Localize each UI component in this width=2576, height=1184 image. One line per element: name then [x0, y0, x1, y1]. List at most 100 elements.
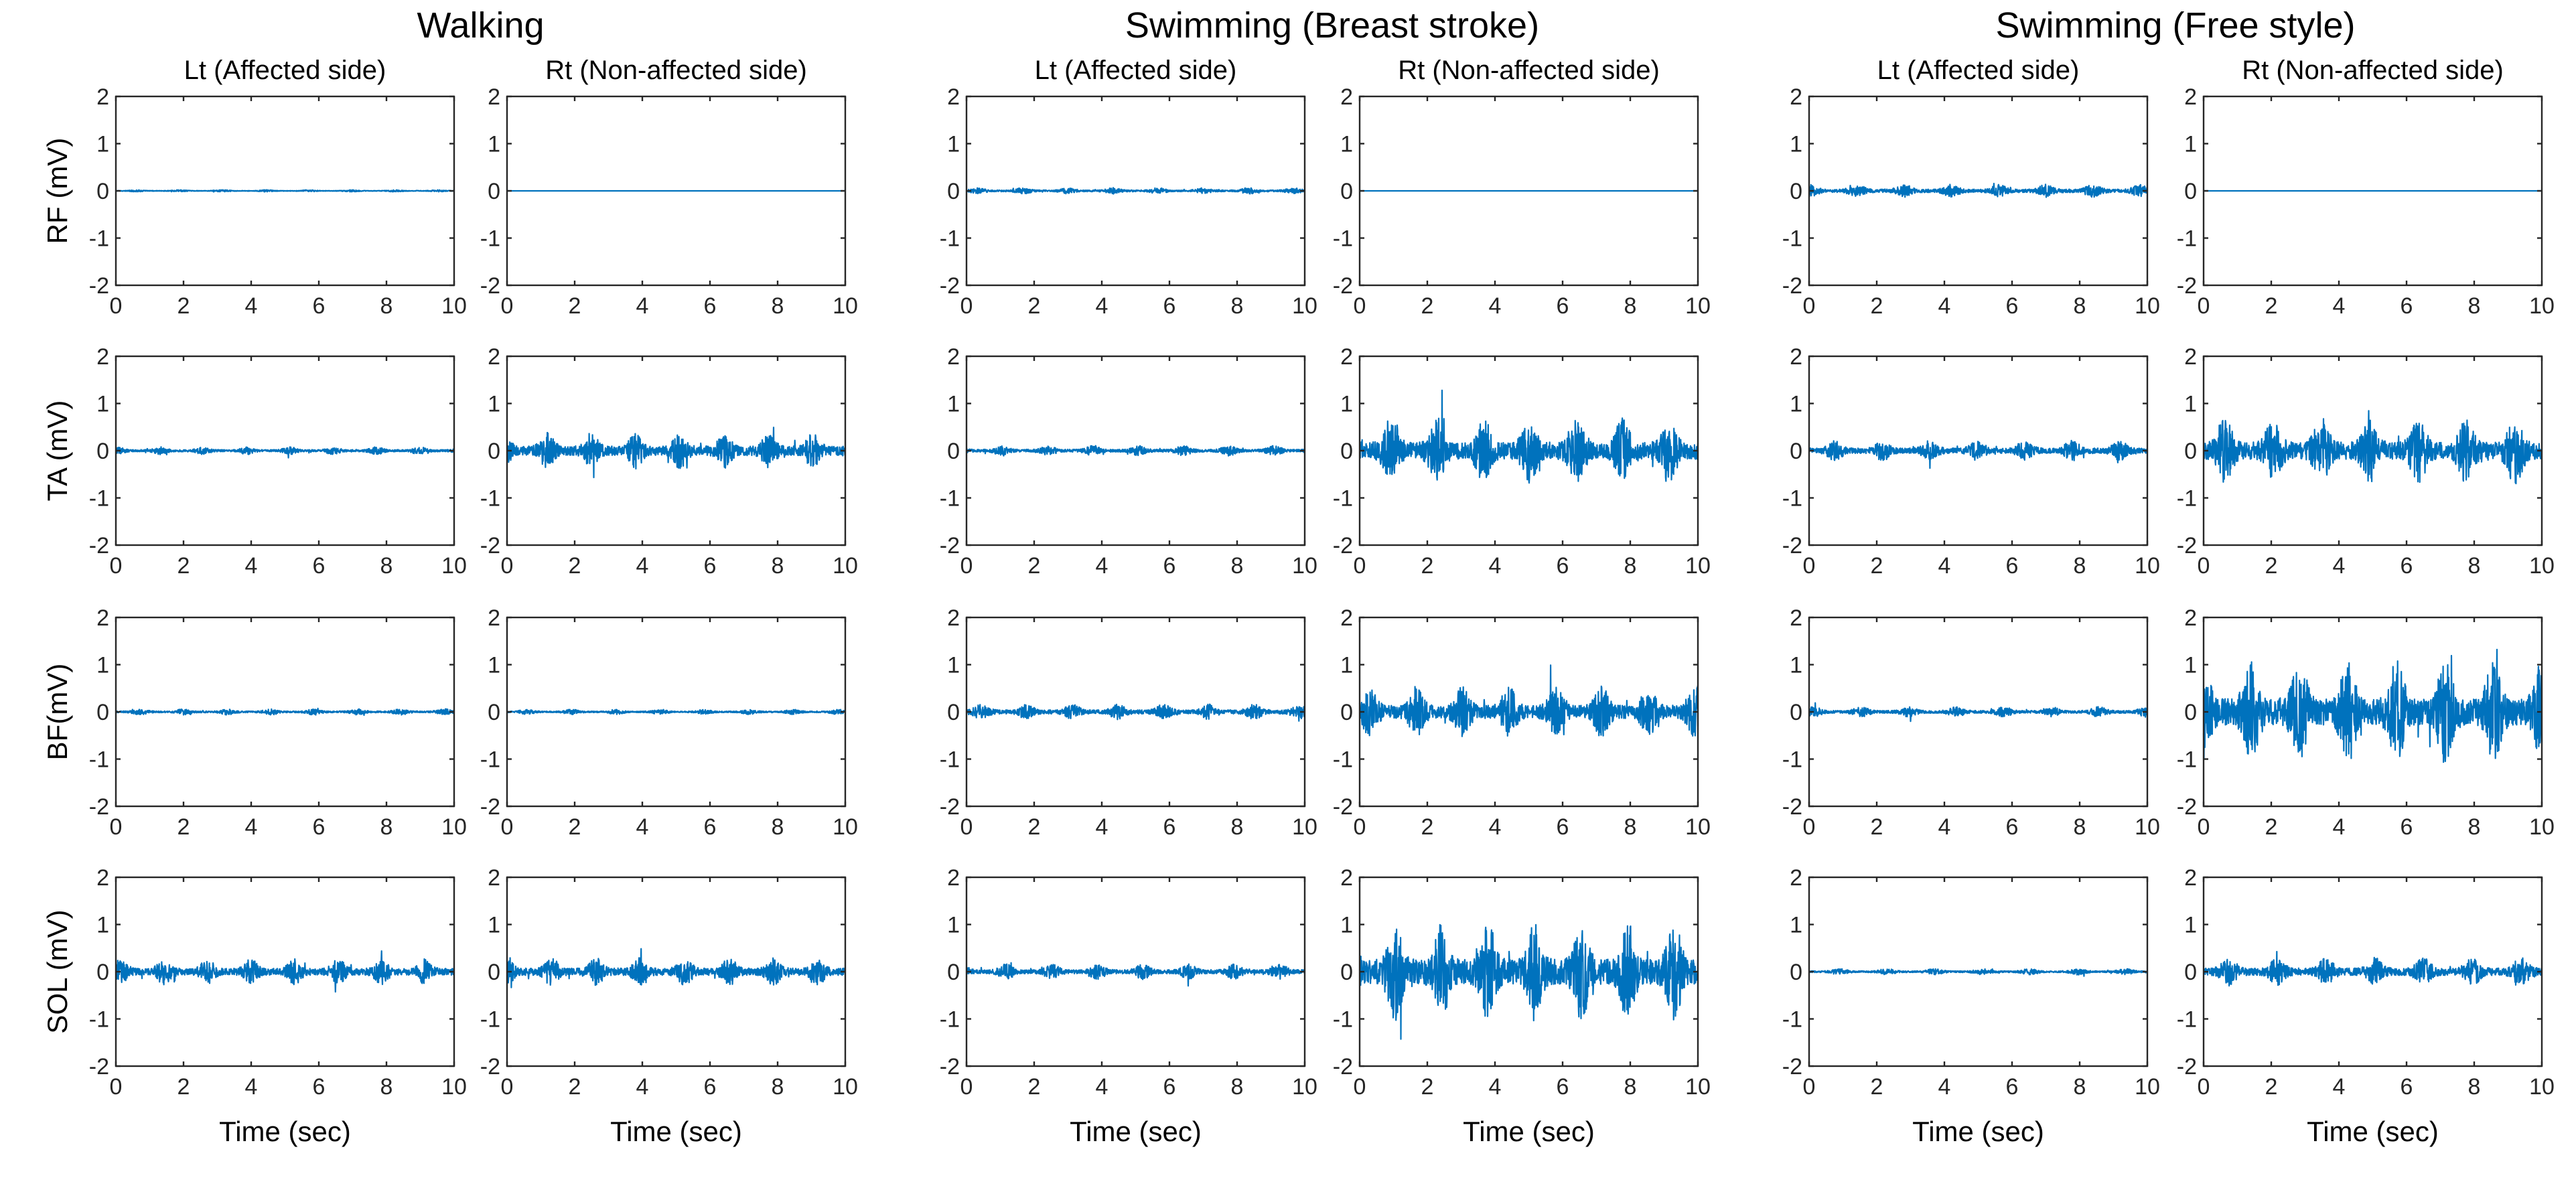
x-tick-label: 0: [1803, 1074, 1816, 1100]
y-tick-label: 0: [1790, 179, 1802, 204]
x-tick-label: 8: [380, 553, 393, 579]
x-tick-label: 8: [1624, 1074, 1637, 1100]
x-tick-label: 10: [1292, 1074, 1317, 1100]
x-tick-label: 2: [1028, 553, 1041, 579]
x-tick-label: 2: [1028, 814, 1041, 840]
x-tick-label: 4: [636, 293, 649, 319]
x-tick-label: 6: [2401, 814, 2413, 840]
y-tick-label: 2: [1790, 605, 1802, 631]
x-tick-label: 10: [833, 293, 858, 319]
x-tick-label: 2: [1028, 293, 1041, 319]
y-tick-label: 1: [1340, 653, 1353, 678]
y-tick-label: 2: [1340, 605, 1353, 631]
emg-trace: [1808, 702, 2149, 723]
x-tick-label: 8: [1231, 1074, 1244, 1100]
emg-panel: 210-1-20 2 4 6 8 10: [89, 84, 467, 319]
x-tick-label: 6: [313, 293, 326, 319]
x-axis-label: Time (sec): [2307, 1116, 2439, 1147]
x-tick-label: 8: [1231, 293, 1244, 319]
y-tick-label: 2: [488, 605, 500, 631]
y-tick-label: -1: [89, 1007, 109, 1033]
x-tick-label: 10: [441, 293, 467, 319]
emg-panel: 210-1-20 2 4 6 8 10: [480, 84, 858, 319]
x-tick-label: 0: [1354, 1074, 1366, 1100]
x-tick-label: 4: [2333, 293, 2346, 319]
y-tick-label: -2: [940, 273, 960, 299]
y-tick-label: -2: [1782, 1054, 1802, 1080]
y-tick-label: 0: [488, 700, 500, 725]
y-tick-label: -2: [1333, 1054, 1353, 1080]
x-tick-label: 8: [2074, 293, 2086, 319]
x-tick-label: 4: [1096, 814, 1108, 840]
x-tick-label: 4: [245, 553, 258, 579]
y-tick-label: 2: [96, 344, 109, 370]
x-tick-label: 0: [1803, 553, 1816, 579]
y-tick-label: -1: [480, 1007, 500, 1033]
y-tick-label: 0: [96, 439, 109, 464]
emg-panel: 210-1-20 2 4 6 8 10: [89, 865, 467, 1100]
column-title-right: Rt (Non-affected side): [1398, 56, 1660, 85]
y-tick-label: 1: [947, 132, 960, 157]
x-tick-label: 2: [1871, 553, 1883, 579]
x-tick-label: 10: [2135, 814, 2160, 840]
y-tick-label: 0: [1340, 960, 1353, 985]
y-tick-label: 1: [2184, 132, 2197, 157]
y-tick-label: 2: [1790, 344, 1802, 370]
emg-trace: [506, 948, 847, 988]
x-tick-label: 6: [704, 553, 717, 579]
y-tick-label: 2: [1340, 84, 1353, 110]
y-axis-label: RF (mV): [42, 138, 73, 244]
y-tick-label: 2: [947, 605, 960, 631]
y-tick-label: -1: [2177, 747, 2197, 773]
emg-trace: [506, 709, 846, 715]
emg-trace: [115, 950, 455, 993]
y-tick-label: 0: [947, 700, 960, 725]
y-tick-label: 1: [947, 913, 960, 938]
y-tick-label: 0: [947, 960, 960, 985]
y-tick-label: -2: [1782, 794, 1802, 820]
y-tick-label: 2: [1340, 865, 1353, 891]
emg-panel: 210-1-20 2 4 6 8 10: [1782, 865, 2160, 1100]
emg-panel: 210-1-20 2 4 6 8 10: [1782, 84, 2160, 319]
x-tick-label: 4: [636, 1074, 649, 1100]
emg-trace: [2202, 410, 2543, 485]
y-tick-label: 1: [96, 132, 109, 157]
y-tick-label: -2: [1333, 273, 1353, 299]
column-title-left: Lt (Affected side): [1035, 56, 1237, 85]
x-tick-label: 6: [2401, 1074, 2413, 1100]
x-tick-label: 2: [569, 814, 581, 840]
x-tick-label: 4: [1938, 814, 1951, 840]
x-tick-label: 4: [1489, 293, 1502, 319]
emg-panel: 210-1-20 2 4 6 8 10: [480, 605, 858, 840]
x-tick-label: 4: [1096, 293, 1108, 319]
emg-panel: 210-1-20 2 4 6 8 10: [940, 84, 1317, 319]
y-tick-label: -2: [480, 1054, 500, 1080]
y-tick-label: -1: [1782, 747, 1802, 773]
y-tick-label: 2: [2184, 865, 2197, 891]
y-tick-label: -2: [2177, 794, 2197, 820]
x-tick-label: 4: [1938, 553, 1951, 579]
y-tick-label: -1: [940, 226, 960, 252]
x-tick-label: 8: [2074, 553, 2086, 579]
x-tick-label: 6: [1163, 293, 1176, 319]
emg-trace: [2202, 648, 2543, 763]
y-tick-label: -1: [1782, 226, 1802, 252]
group-title-walking: Walking: [417, 5, 544, 46]
emg-trace: [965, 187, 1305, 195]
x-tick-label: 6: [704, 293, 717, 319]
y-axis-label: BF(mV): [42, 664, 73, 761]
y-tick-label: 1: [2184, 653, 2197, 678]
y-tick-label: 1: [1790, 392, 1802, 417]
x-tick-label: 0: [960, 1074, 973, 1100]
y-tick-label: -1: [89, 747, 109, 773]
x-tick-label: 0: [501, 293, 514, 319]
y-axis-label: TA (mV): [42, 400, 73, 502]
y-tick-label: -2: [2177, 533, 2197, 559]
y-tick-label: -1: [1333, 747, 1353, 773]
y-tick-label: 2: [488, 344, 500, 370]
x-tick-label: 4: [1938, 1074, 1951, 1100]
x-tick-label: 0: [1354, 293, 1366, 319]
x-tick-label: 0: [960, 293, 973, 319]
emg-panel: 210-1-20 2 4 6 8 10: [940, 344, 1317, 579]
